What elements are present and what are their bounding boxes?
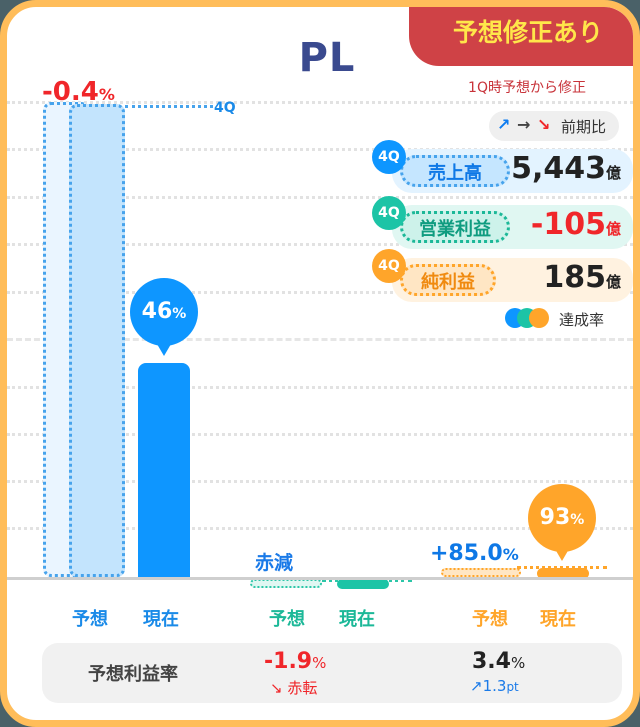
arrow-down-icon: ↘ (537, 115, 551, 134)
gridline (7, 480, 633, 483)
metric-value-operating: -105億 (530, 207, 621, 242)
net-current-bar (537, 568, 589, 579)
operating-change: 赤減 (255, 552, 294, 574)
metric-row-net: 純利益 185億 (392, 258, 633, 302)
comparison-legend: ↗ → ↘ 前期比 (489, 111, 619, 141)
xlabel-sales-forecast: 予想 (72, 609, 108, 630)
sales-forecast-bar (69, 104, 125, 577)
sales-forecast-tag: 4Q (214, 100, 236, 116)
page-title: PL (298, 35, 356, 81)
revision-badge: 予想修正あり (409, 7, 633, 66)
metric-value-sales: 5,443億 (511, 151, 621, 186)
chart-baseline (7, 577, 633, 580)
xlabel-operating-current: 現在 (339, 609, 375, 630)
revision-note: 1Q時予想から修正 (468, 80, 586, 96)
tag-4q-sales: 4Q (372, 140, 406, 174)
xlabel-sales-current: 現在 (143, 609, 179, 630)
net-forecast-bar (441, 568, 521, 577)
sales-forecast-leader (125, 105, 213, 108)
operating-margin-note: ↘ 赤転 (270, 679, 318, 697)
metric-row-sales: 売上高 5,443億 (392, 149, 633, 193)
metric-label-sales: 売上高 (400, 155, 510, 187)
net-margin-value: 3.4% (472, 649, 526, 674)
gridline (7, 148, 633, 151)
gridline (7, 291, 633, 294)
achievement-label: 達成率 (559, 311, 605, 329)
gridline (7, 243, 633, 246)
forecast-margin-row: 予想利益率 -1.9% ↘ 赤転 3.4% ↗1.3pt (42, 643, 622, 703)
achievement-dot-net-icon (529, 308, 549, 328)
arrow-flat-icon: → (517, 115, 531, 134)
metric-label-net: 純利益 (400, 264, 496, 296)
gridline (7, 101, 633, 104)
tag-4q-operating: 4Q (372, 196, 406, 230)
arrow-up-icon: ↗ (497, 115, 511, 134)
bubble-tail (555, 549, 569, 561)
net-forecast-leader (517, 566, 607, 569)
net-achievement-bubble: 93% (528, 484, 596, 552)
gridline-50 (7, 338, 633, 341)
xlabel-net-forecast: 予想 (472, 609, 508, 630)
bubble-tail (157, 344, 171, 356)
gridline (7, 433, 633, 436)
arrow-up-icon: ↗ (470, 677, 483, 695)
arrow-down-icon: ↘ (270, 679, 283, 697)
gridline (7, 386, 633, 389)
net-change: +85.0% (430, 541, 519, 566)
metric-label-operating: 営業利益 (400, 211, 510, 243)
metric-value-net: 185億 (543, 260, 621, 295)
net-margin-delta: ↗1.3pt (470, 677, 519, 695)
tag-4q-net: 4Q (372, 249, 406, 283)
xlabel-operating-forecast: 予想 (269, 609, 305, 630)
margin-label: 予想利益率 (88, 664, 178, 685)
gridline (7, 527, 633, 530)
comparison-label: 前期比 (561, 118, 607, 136)
sales-achievement-bubble: 46% (130, 278, 198, 346)
operating-forecast-bar (250, 579, 322, 588)
gridline (7, 196, 633, 199)
xlabel-net-current: 現在 (540, 609, 576, 630)
operating-margin-value: -1.9% (264, 649, 327, 674)
operating-current-bar (337, 579, 389, 589)
sales-change: -0.4% (42, 77, 115, 107)
metric-row-operating: 営業利益 -105億 (392, 205, 633, 249)
sales-current-bar (138, 363, 190, 577)
